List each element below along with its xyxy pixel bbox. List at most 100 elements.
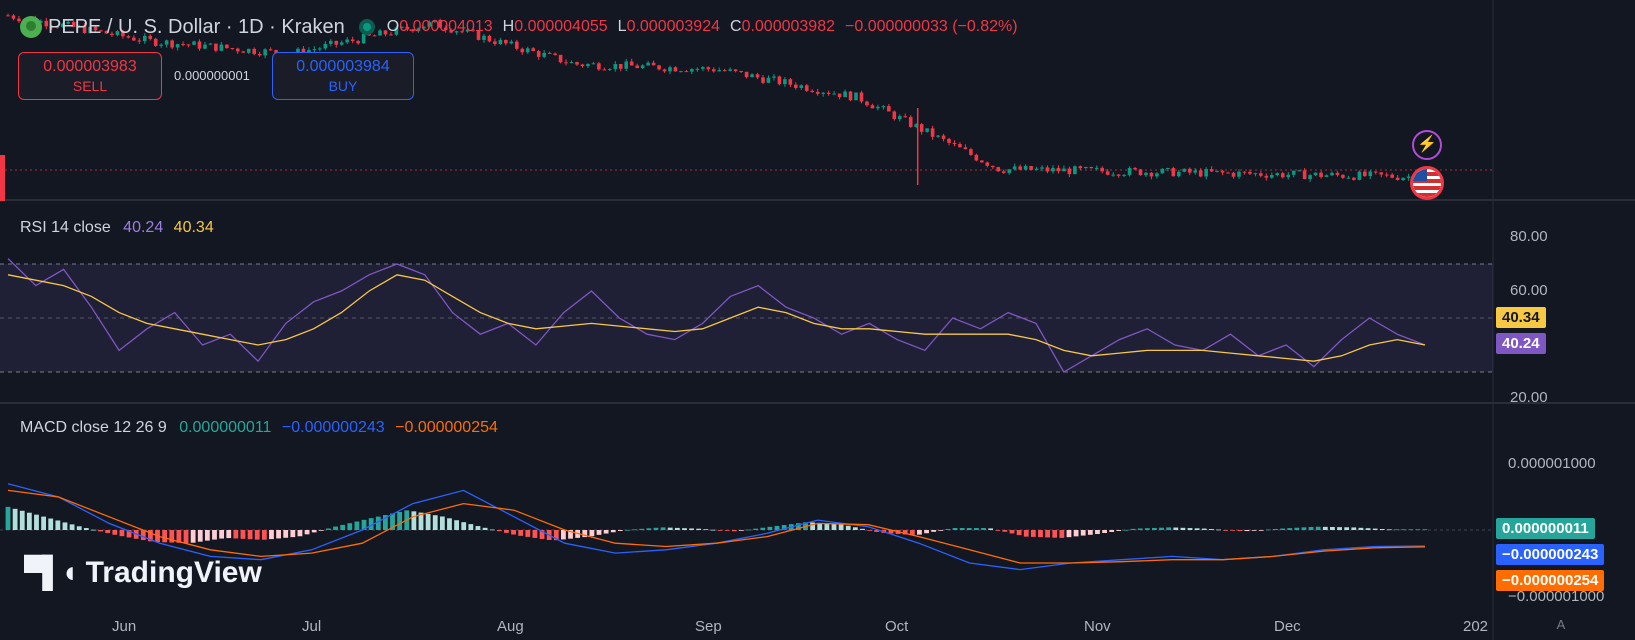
macd-histogram-bar	[689, 528, 694, 530]
candle-body	[635, 65, 639, 69]
candle-body	[350, 39, 355, 42]
macd-histogram-bar	[162, 530, 168, 543]
candle-body	[301, 48, 306, 55]
candle-body	[520, 48, 525, 53]
candle-body	[241, 51, 246, 53]
candle-body	[126, 36, 131, 38]
sell-button[interactable]: 0.000003983 SELL	[18, 52, 162, 100]
candle-body	[1193, 170, 1198, 173]
candle-body	[903, 116, 908, 118]
macd-histogram-bar	[489, 529, 495, 531]
candle-body	[870, 105, 875, 109]
macd-histogram-bar	[1258, 530, 1264, 531]
candle-body	[246, 48, 251, 53]
candle-body	[1177, 171, 1181, 177]
macd-histogram-bar	[1045, 530, 1051, 538]
candle-body	[1073, 166, 1077, 175]
candle-body	[1231, 172, 1236, 177]
candle-body	[640, 65, 645, 69]
candle-body	[536, 51, 541, 57]
candle-body	[558, 54, 563, 63]
candle-body	[1111, 174, 1115, 176]
macd-histogram-bar	[1394, 529, 1399, 531]
candle-body	[876, 106, 880, 109]
buy-button[interactable]: 0.000003984 BUY	[272, 52, 414, 100]
macd-histogram-bar	[610, 530, 616, 533]
candle-body	[881, 106, 886, 108]
macd-histogram-bar	[1322, 526, 1328, 530]
candle-body	[1237, 171, 1241, 177]
candle-body	[1209, 169, 1214, 172]
macd-histogram-bar	[838, 524, 844, 530]
candle-body	[235, 48, 240, 52]
macd-histogram-bar	[105, 530, 111, 534]
macd-histogram-bar	[1052, 530, 1058, 538]
us-flag-icon[interactable]	[1410, 166, 1444, 200]
macd-histogram-bar	[91, 529, 96, 531]
candle-body	[1330, 172, 1334, 176]
candle-body	[618, 64, 623, 69]
macd-histogram-bar	[660, 527, 666, 530]
candle-body	[170, 40, 174, 48]
candle-body	[88, 26, 92, 34]
auto-scale-button[interactable]: A	[1556, 617, 1566, 632]
candle-body	[427, 21, 432, 27]
candle-body	[389, 34, 393, 36]
macd-histogram-bar	[1180, 527, 1186, 530]
macd-histogram-bar	[1201, 528, 1207, 530]
candle-body	[865, 101, 869, 106]
macd-histogram-bar	[874, 530, 880, 532]
candle-body	[1264, 175, 1269, 178]
macd-histogram-bar	[1330, 526, 1335, 530]
macd-legend[interactable]: MACD close 12 26 9 0.000000011 −0.000000…	[20, 419, 498, 437]
macd-histogram-bar	[945, 528, 951, 530]
macd-histogram-bar	[1130, 528, 1136, 530]
macd-histogram-bar	[1216, 529, 1221, 531]
macd-histogram-bar	[553, 530, 559, 541]
candle-body	[1182, 168, 1187, 172]
candle-body	[804, 85, 809, 91]
tradingview-logo-icon: ▀▌◖	[24, 556, 79, 589]
macd-histogram-bar	[682, 528, 687, 530]
macd-histogram-bar	[717, 530, 723, 531]
symbol-title[interactable]: PEPE / U. S. Dollar · 1D · Kraken	[48, 15, 345, 38]
candle-body	[421, 26, 426, 29]
pepe-logo-icon[interactable]	[20, 16, 42, 38]
macd-histogram-bar	[810, 522, 816, 530]
candle-body	[887, 106, 891, 112]
candle-body	[438, 19, 443, 28]
candle-body	[77, 25, 81, 27]
macd-histogram-bar	[1237, 530, 1243, 532]
macd-histogram-bar	[888, 530, 894, 534]
lightning-icon[interactable]: ⚡	[1412, 130, 1442, 160]
macd-histogram-bar	[1109, 530, 1115, 532]
candle-body	[416, 28, 421, 32]
ohlc-change: −0.000000033 (−0.82%)	[845, 18, 1018, 35]
macd-histogram-bar	[333, 526, 338, 530]
candle-body	[575, 62, 579, 65]
macd-histogram-bar	[254, 530, 260, 540]
candle-body	[799, 85, 804, 88]
macd-histogram-bar	[952, 528, 958, 530]
candle-body	[761, 77, 765, 83]
candle-body	[930, 128, 935, 137]
candle-body	[378, 30, 382, 36]
market-status-icon[interactable]	[358, 19, 375, 35]
macd-histogram-bar	[226, 530, 232, 539]
candle-body	[1166, 168, 1170, 170]
tradingview-logo[interactable]: ▀▌◖ TradingView	[24, 556, 262, 590]
time-label-aug: Aug	[497, 618, 524, 635]
candle-body	[597, 63, 601, 70]
candle-body	[498, 39, 503, 45]
rsi-legend[interactable]: RSI 14 close 40.24 40.34	[20, 219, 214, 237]
candle-body	[739, 70, 743, 72]
candle-body	[668, 67, 672, 72]
candle-body	[1302, 170, 1307, 180]
macd-histogram-bar	[83, 528, 89, 530]
macd-histogram-bar	[1080, 530, 1086, 536]
macd-plot	[5, 483, 1428, 571]
candle-body	[334, 40, 339, 45]
rsi-axis-20: 20.00	[1510, 389, 1548, 406]
candle-body	[974, 154, 979, 161]
